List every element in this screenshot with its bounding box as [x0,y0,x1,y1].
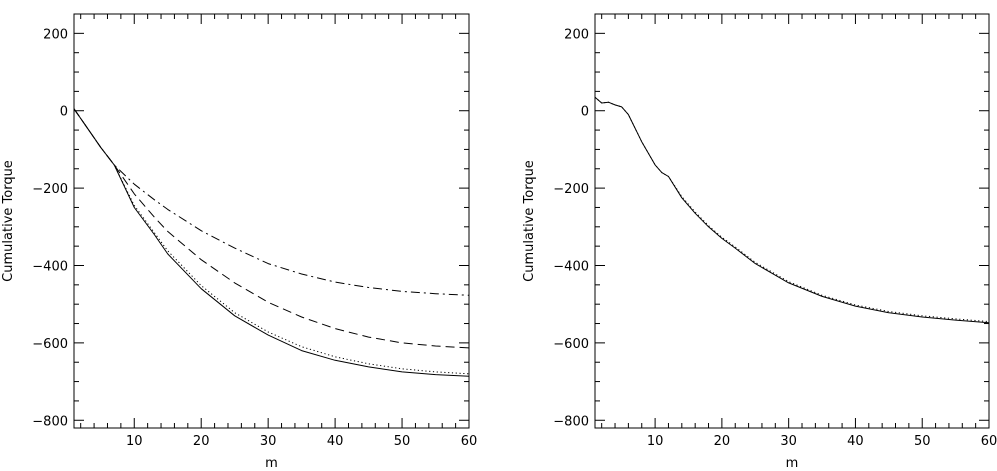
x-tick-label: 10 [126,434,143,449]
x-tick-label: 30 [780,434,797,449]
y-tick-label: 200 [43,27,68,42]
y-tick-label: −200 [553,182,589,197]
series-line-solid [73,108,470,377]
y-tick-label: −200 [32,182,68,197]
plot-frame [73,13,470,429]
y-tick-label: −600 [553,337,589,352]
y-tick-label: −400 [553,259,589,274]
x-tick-label: 40 [327,434,344,449]
x-axis-title: m [265,456,278,471]
series-line-dashdot [73,108,470,296]
y-tick-label: 200 [564,27,589,42]
series-line-dotted [73,108,470,375]
y-tick-label: 0 [581,105,589,120]
x-tick-label: 30 [260,434,277,449]
plot-frame [594,13,990,429]
x-tick-label: 60 [461,434,478,449]
x-tick-label: 40 [847,434,864,449]
left-chart-panel: 10 20 30 40 50 60 −800 −600 −400 −200 0 200 m Cumulat… [1,13,478,471]
x-tick-label: 10 [647,434,664,449]
series-line-dotted [594,96,990,323]
y-axis-title: Cumulative Torque [1,160,16,282]
y-tick-label: −400 [32,259,68,274]
y-tick-label: −800 [32,414,68,429]
x-tick-label: 50 [394,434,411,449]
x-tick-label: 20 [193,434,210,449]
x-tick-label: 50 [914,434,931,449]
series-line-solid [594,96,990,324]
x-tick-label: 60 [981,434,997,449]
y-tick-label: 0 [60,105,68,120]
y-tick-label: −600 [32,337,68,352]
y-axis-title: Cumulative Torque [522,160,537,282]
series-line-dashed [73,108,470,349]
y-tick-label: −800 [553,414,589,429]
x-tick-label: 20 [714,434,731,449]
x-axis-title: m [786,456,799,471]
right-chart-panel: 10 20 30 40 50 60 −800 −600 −400 −200 0 200 m Cumulat… [522,13,997,471]
